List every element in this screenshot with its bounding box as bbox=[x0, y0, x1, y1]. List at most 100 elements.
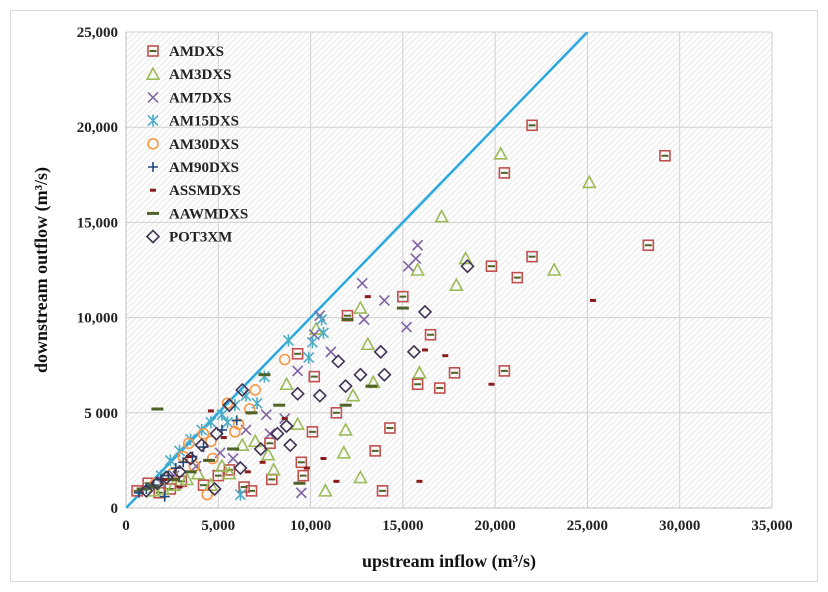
data-point bbox=[291, 347, 304, 360]
x-tick-label: 35,000 bbox=[751, 518, 792, 534]
data-point bbox=[526, 119, 538, 132]
data-point bbox=[155, 481, 171, 495]
data-point bbox=[234, 488, 246, 501]
data-point bbox=[353, 300, 368, 314]
data-point bbox=[283, 438, 298, 453]
data-point bbox=[546, 262, 562, 276]
legend-label-assmdxs: ASSMDXS bbox=[169, 183, 241, 199]
data-point bbox=[260, 447, 276, 461]
data-point bbox=[227, 452, 239, 465]
data-point bbox=[233, 460, 248, 476]
data-point bbox=[448, 367, 461, 379]
data-point bbox=[290, 416, 305, 431]
data-point bbox=[360, 336, 376, 351]
data-point bbox=[493, 146, 509, 160]
x-tick-label: 20,000 bbox=[475, 518, 516, 534]
data-point bbox=[308, 370, 321, 383]
legend-label-amdxs: AMDXS bbox=[169, 44, 224, 60]
data-point bbox=[231, 415, 242, 426]
x-axis-title: upstream inflow (m³/s) bbox=[362, 551, 536, 572]
data-point bbox=[581, 174, 597, 189]
data-point bbox=[249, 384, 261, 396]
x-tick-label: 15,000 bbox=[382, 518, 423, 534]
data-point bbox=[201, 488, 214, 501]
data-point bbox=[417, 304, 433, 320]
data-point bbox=[316, 313, 328, 326]
data-point bbox=[338, 379, 353, 394]
data-point bbox=[159, 470, 174, 485]
data-point bbox=[402, 260, 414, 272]
data-point bbox=[356, 277, 368, 289]
data-point bbox=[222, 466, 237, 480]
legend-label-pot3xm: POT3XM bbox=[169, 230, 232, 246]
data-point bbox=[170, 463, 181, 474]
legend-marker-pot3xm bbox=[145, 229, 161, 244]
data-point bbox=[207, 481, 222, 497]
data-point bbox=[279, 418, 294, 434]
data-point bbox=[485, 260, 498, 272]
data-point bbox=[209, 426, 224, 441]
data-point bbox=[376, 485, 389, 497]
data-point bbox=[206, 452, 219, 465]
data-point bbox=[460, 259, 475, 274]
data-point bbox=[306, 426, 319, 438]
plot-area bbox=[126, 32, 772, 508]
data-point bbox=[214, 458, 230, 472]
series-pot3xm bbox=[139, 259, 475, 498]
data-point bbox=[526, 250, 538, 263]
data-point bbox=[295, 456, 308, 469]
data-point bbox=[182, 437, 195, 450]
data-point bbox=[266, 462, 282, 476]
data-point bbox=[194, 438, 209, 453]
x-tick-label: 10,000 bbox=[290, 518, 331, 534]
data-point bbox=[410, 262, 425, 276]
data-point bbox=[412, 239, 424, 251]
data-point bbox=[400, 321, 413, 333]
scatter-chart: 0 5,000 10,000 15,000 20,000 25,000 30,000 35,0… bbox=[31, 25, 793, 572]
y-tick-label: 0 bbox=[111, 501, 119, 517]
data-point bbox=[183, 451, 198, 466]
legend-marker-am90dxs bbox=[148, 162, 158, 172]
data-point bbox=[373, 344, 388, 360]
y-axis-title: downstream outflow (m³/s) bbox=[31, 167, 52, 373]
data-point bbox=[173, 444, 186, 457]
data-point bbox=[498, 365, 511, 377]
legend-marker-am30dxs bbox=[147, 138, 159, 150]
data-point bbox=[278, 353, 291, 366]
data-point bbox=[260, 409, 272, 421]
data-point bbox=[216, 408, 228, 421]
x-tick-label: 0 bbox=[122, 518, 130, 534]
legend-label-aawmdxs: AAWMDXS bbox=[169, 206, 248, 222]
data-point bbox=[172, 464, 187, 479]
y-tick-label: 25,000 bbox=[77, 25, 118, 41]
data-point bbox=[384, 422, 396, 434]
data-point bbox=[353, 367, 368, 382]
series-amdxs bbox=[131, 119, 671, 499]
data-point bbox=[449, 277, 464, 292]
data-point bbox=[412, 365, 427, 379]
series-am15dxs bbox=[155, 313, 330, 501]
data-point bbox=[338, 422, 353, 436]
data-point bbox=[139, 483, 154, 498]
data-point bbox=[378, 294, 390, 307]
data-point bbox=[234, 437, 250, 451]
chart-frame: 0 5,000 10,000 15,000 20,000 25,000 30,000 35,0… bbox=[10, 10, 818, 582]
data-point bbox=[642, 239, 655, 252]
data-point bbox=[264, 437, 276, 450]
data-point bbox=[317, 483, 333, 497]
data-point bbox=[306, 336, 318, 349]
data-point bbox=[235, 382, 250, 398]
data-point bbox=[377, 367, 392, 382]
data-point bbox=[353, 469, 368, 484]
data-point bbox=[150, 476, 165, 491]
data-point bbox=[317, 326, 330, 339]
legend-marker-am7dxs bbox=[147, 91, 159, 103]
data-point bbox=[406, 344, 422, 360]
data-point bbox=[164, 454, 176, 467]
data-point bbox=[264, 428, 276, 440]
data-point bbox=[179, 471, 195, 486]
data-point bbox=[295, 487, 307, 499]
data-point bbox=[270, 426, 285, 441]
data-point bbox=[458, 250, 473, 265]
data-point bbox=[290, 386, 305, 401]
